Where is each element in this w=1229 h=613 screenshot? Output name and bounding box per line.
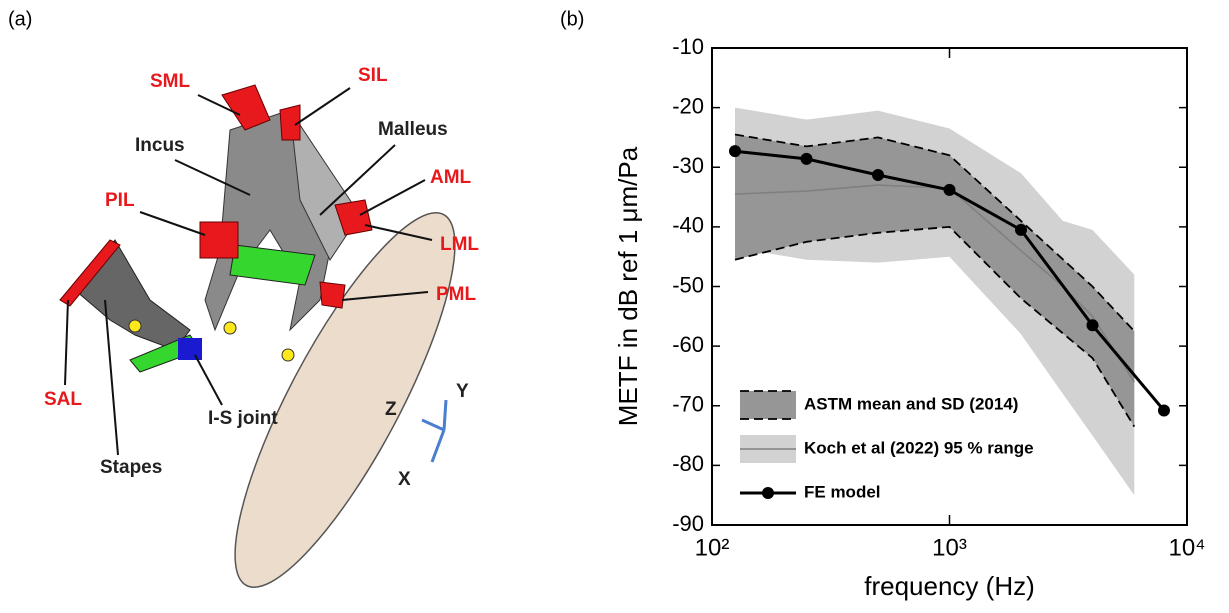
stapes	[74, 239, 191, 351]
ligament-sil	[279, 104, 301, 141]
point	[1086, 319, 1099, 332]
label: I-S joint	[208, 408, 278, 429]
x-tick-label: 10⁴	[1168, 534, 1205, 561]
y-tick-label: -40	[672, 213, 704, 238]
x-tick-label: 10³	[932, 534, 967, 561]
leader	[64, 299, 69, 386]
ligament-pil	[199, 221, 239, 259]
label: Y	[456, 381, 469, 402]
leader	[294, 87, 351, 126]
label: SIL	[358, 65, 388, 86]
legend-label: ASTM mean and SD (2014)	[804, 394, 1018, 413]
legend-label: FE model	[804, 482, 881, 501]
label: X	[398, 469, 411, 490]
median-line	[734, 184, 1135, 383]
x-tick-label: 10²	[695, 534, 730, 561]
ligament-sal	[59, 239, 121, 307]
panel-a: (a) SML SIL Incus Malleus AM	[8, 8, 479, 588]
y-tick-label: -30	[672, 153, 704, 178]
y-tick-label: -80	[672, 451, 704, 476]
point	[729, 145, 742, 158]
y-tick-label: -90	[672, 511, 704, 536]
x-axis-label: frequency (Hz)	[864, 571, 1035, 601]
leader	[194, 354, 223, 406]
panel-tag: (b)	[560, 8, 584, 30]
legend-entry: Koch et al (2022) 95 % range	[740, 435, 1034, 463]
label: Stapes	[100, 457, 162, 478]
sd-line	[734, 225, 1136, 428]
eardrum	[234, 212, 456, 588]
point	[1014, 223, 1027, 236]
label: Malleus	[378, 119, 448, 140]
label: SML	[150, 71, 191, 92]
leader	[139, 211, 206, 236]
legend-swatch	[762, 487, 774, 499]
panel-b: -90 -80 -70 -60 -50 -40 -30 -20 -10 10² 10³ 10⁴ freq…	[613, 34, 1206, 601]
label: AML	[430, 167, 472, 188]
legend-entry: FE model	[740, 482, 881, 501]
leader	[197, 94, 241, 116]
point	[872, 169, 885, 182]
label: SAL	[44, 389, 82, 410]
y-tick-label: -70	[672, 392, 704, 417]
point	[281, 348, 295, 362]
ligament-aml	[334, 199, 373, 236]
leader	[341, 291, 429, 301]
ligament-sml	[221, 84, 271, 131]
point	[943, 183, 956, 196]
panel-tag: (a)	[8, 8, 32, 30]
label: PIL	[105, 190, 135, 211]
point	[223, 321, 237, 335]
y-tick-label: -20	[672, 93, 704, 118]
leader	[359, 179, 426, 216]
y-axis-label: METF in dB ref 1 μm/Pa	[613, 146, 643, 426]
leader	[319, 144, 396, 216]
leader	[104, 299, 119, 456]
label: PML	[436, 284, 477, 305]
point	[1157, 404, 1170, 417]
ligament-pml	[319, 281, 346, 309]
leader	[174, 159, 251, 196]
band	[735, 134, 1135, 427]
label: Z	[385, 399, 397, 420]
axes-glyph	[421, 399, 448, 463]
y-tick-label: -10	[672, 34, 704, 59]
ligament-green	[229, 244, 316, 286]
legend-label: Koch et al (2022) 95 % range	[804, 438, 1034, 457]
point	[800, 152, 813, 165]
point	[128, 319, 142, 333]
label: LML	[440, 234, 479, 255]
label: Incus	[135, 135, 185, 156]
legend-entry: ASTM mean and SD (2014)	[740, 390, 1018, 420]
leader	[364, 224, 433, 241]
y-tick-label: -50	[672, 272, 704, 297]
legend-swatch	[740, 391, 796, 419]
is-joint	[178, 338, 202, 360]
y-tick-label: -60	[672, 332, 704, 357]
sd-line	[734, 133, 1135, 332]
